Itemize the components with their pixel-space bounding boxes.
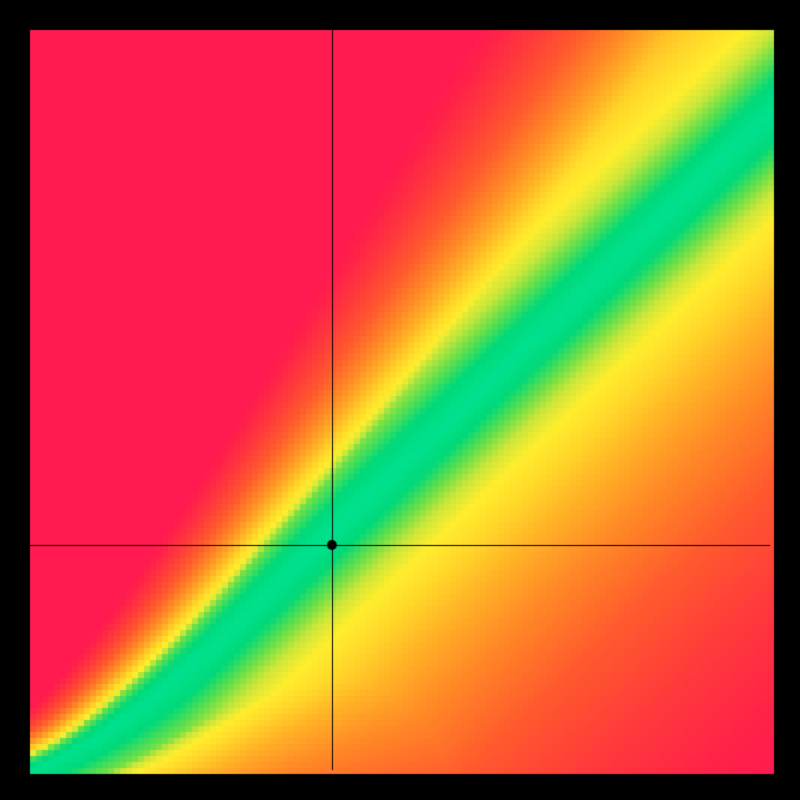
heatmap-canvas xyxy=(0,0,800,800)
chart-frame: TheBottleneck.com xyxy=(0,0,800,800)
